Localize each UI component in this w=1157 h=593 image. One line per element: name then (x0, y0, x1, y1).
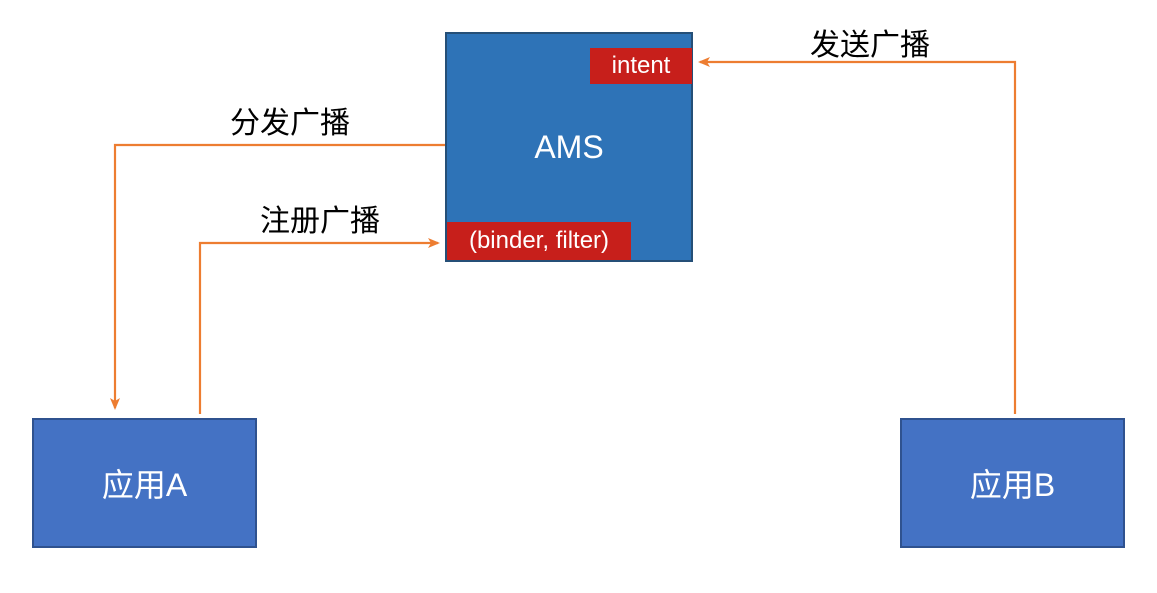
edge-label-dispatch-text: 分发广播 (230, 107, 350, 140)
edge-label-send: 发送广播 (810, 20, 930, 64)
edge-label-register-text: 注册广播 (260, 205, 380, 238)
edge-label-send-text: 发送广播 (810, 29, 930, 62)
badge-binder-filter-label: (binder, filter) (469, 227, 609, 255)
node-app-a-label: 应用A (102, 460, 187, 506)
node-app-b: 应用B (900, 418, 1125, 548)
badge-intent: intent (590, 48, 692, 84)
diagram-canvas: AMS intent (binder, filter) 应用A 应用B 分发广播… (0, 0, 1157, 593)
node-app-a: 应用A (32, 418, 257, 548)
edge-send (700, 62, 1015, 414)
badge-binder-filter: (binder, filter) (447, 222, 631, 260)
badge-intent-label: intent (612, 52, 671, 80)
edge-label-register: 注册广播 (260, 196, 380, 240)
node-app-b-label: 应用B (970, 460, 1055, 506)
node-ams-label: AMS (534, 129, 603, 166)
edge-dispatch (115, 145, 445, 408)
edge-label-dispatch: 分发广播 (230, 98, 350, 142)
edge-register (200, 243, 438, 414)
